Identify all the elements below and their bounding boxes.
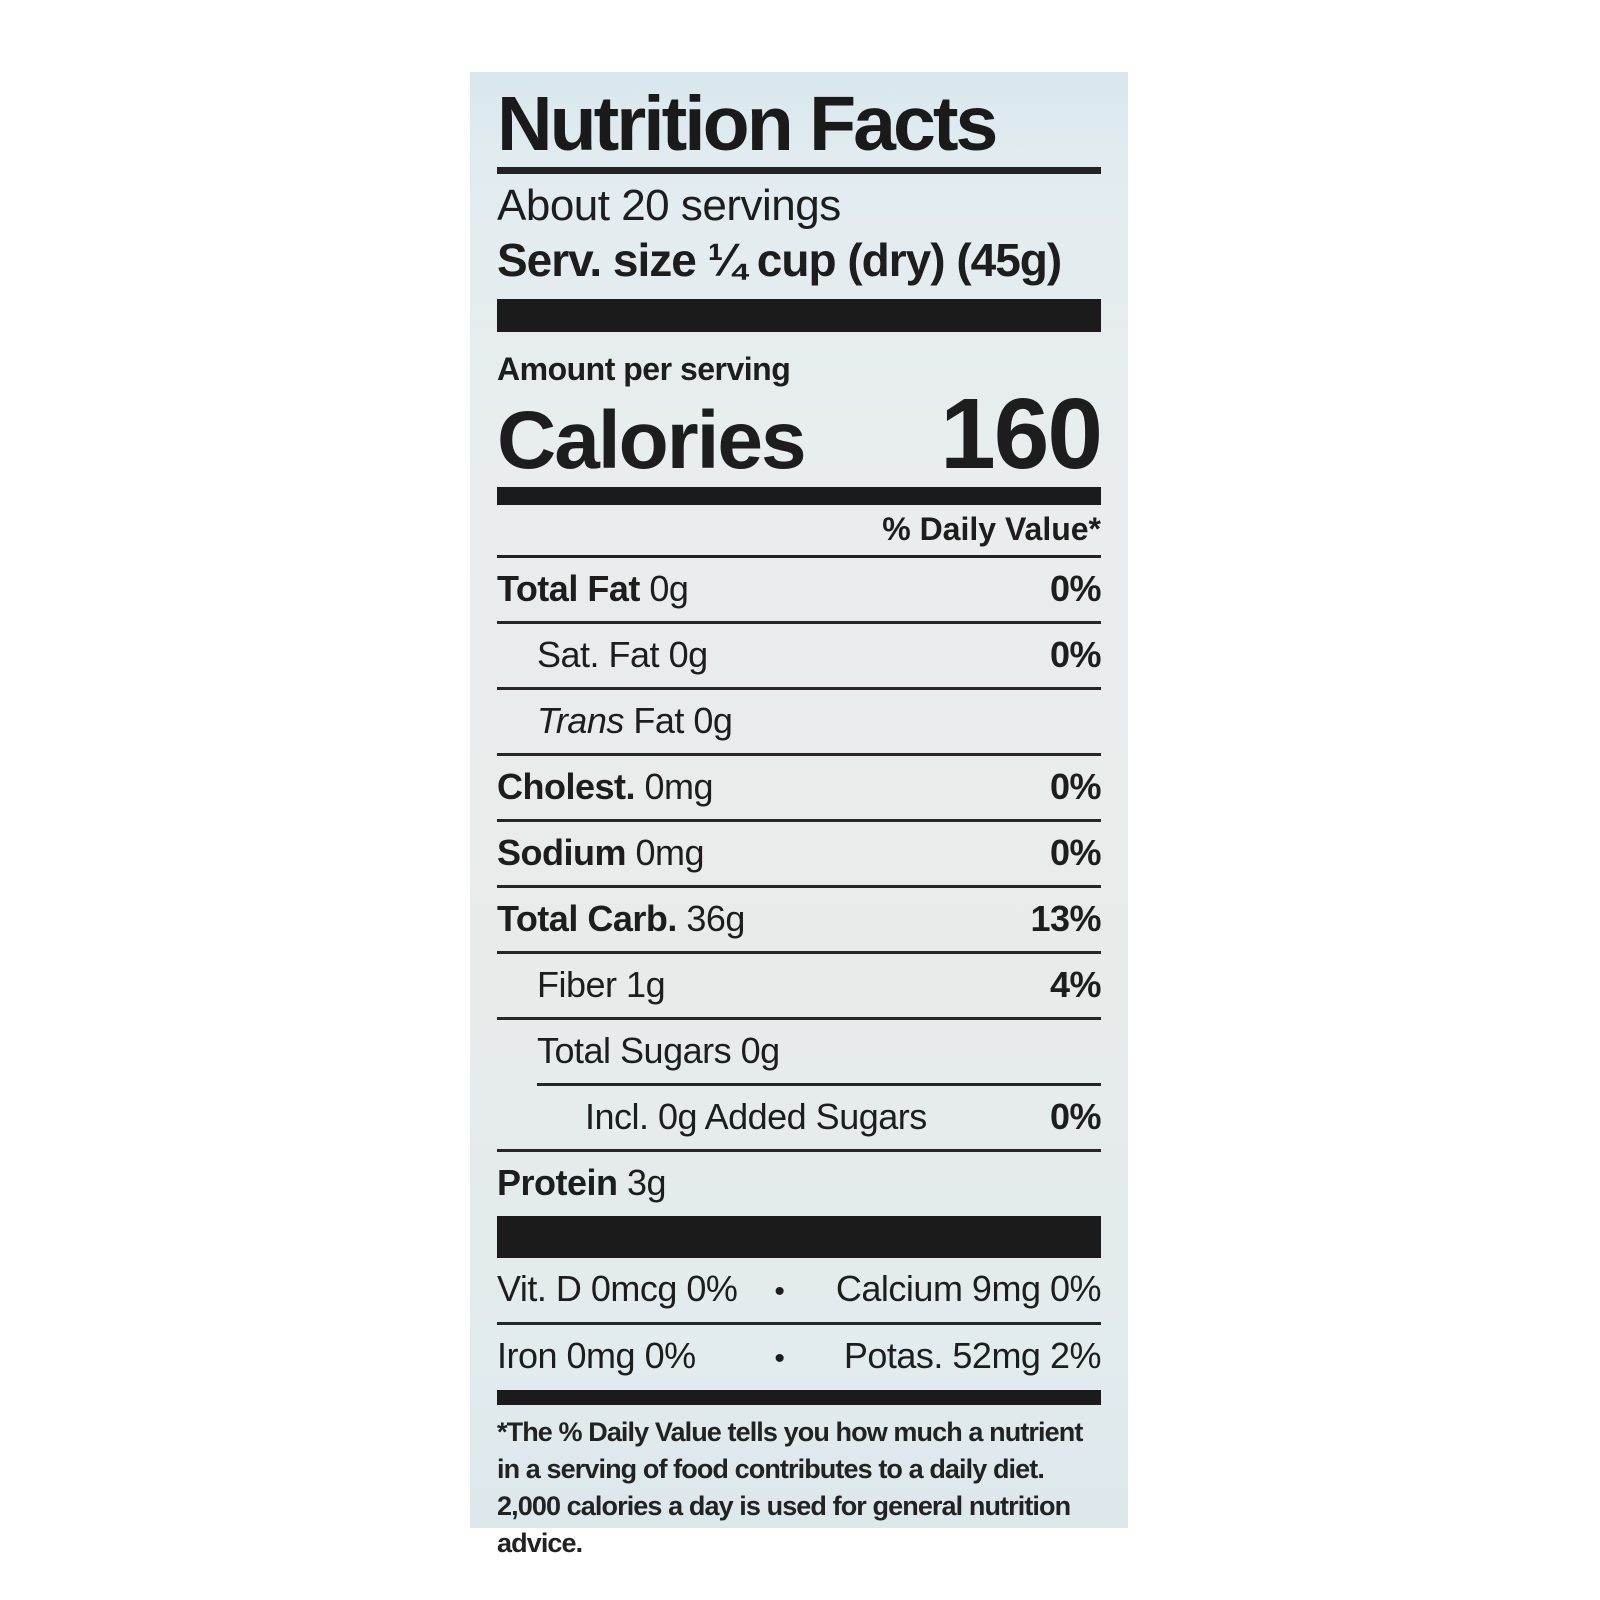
daily-value-footnote: *The % Daily Value tells you how much a … — [497, 1417, 1083, 1558]
nutrient-name: Cholest. — [497, 766, 636, 807]
row-cholesterol: Cholest. 0mg 0% — [497, 756, 1102, 819]
daily-value-header: % Daily Value* — [882, 511, 1101, 547]
row-divider — [497, 1017, 1101, 1020]
row-divider — [497, 687, 1101, 690]
row-total-sugars: Total Sugars 0g — [497, 1020, 1101, 1083]
nutrient-dv: 0% — [1049, 832, 1102, 873]
nutrient-name: Sat. Fat — [537, 634, 660, 675]
row-divider-indented — [537, 1083, 1101, 1086]
title-divider — [497, 167, 1101, 174]
nutrient-amount: 3g — [627, 1162, 667, 1203]
calories-value: 160 — [940, 378, 1103, 490]
nutrient-name: Total Carb. — [497, 898, 677, 939]
thick-divider-bottom — [497, 1390, 1101, 1405]
bullet-separator: • — [774, 1342, 785, 1375]
row-trans-fat: Trans Fat 0g — [497, 690, 1101, 753]
row-protein: Protein 3g — [497, 1152, 1101, 1215]
nutrient-amount: 1g — [626, 964, 666, 1005]
row-vitd-calcium: Vit. D 0mcg 0% • Calcium 9mg 0% — [497, 1258, 1101, 1322]
nutrient-dv: 0% — [1049, 766, 1102, 807]
nutrient-amount: 0g — [740, 1030, 781, 1071]
nutrient-name: Sodium — [497, 832, 627, 873]
row-sodium: Sodium 0mg 0% — [497, 822, 1102, 885]
bullet-separator: • — [774, 1275, 785, 1308]
nutrient-amount: 0g — [649, 568, 689, 609]
header-divider — [497, 555, 1101, 558]
nutrient-dv: 0% — [1049, 634, 1102, 675]
nutrient-name-italic: Trans — [537, 700, 624, 741]
row-total-carb: Total Carb. 36g 13% — [497, 888, 1101, 951]
calories-row: Calories 160 — [497, 378, 1103, 490]
row-divider — [497, 753, 1101, 756]
row-total-fat: Total Fat 0g 0% — [497, 558, 1102, 621]
nutrient-amount: 0g — [693, 700, 733, 741]
nutrient-amount: 0mg — [644, 766, 714, 807]
nutrient-name: Total Sugars — [537, 1030, 732, 1071]
nutrient-name: Incl. 0g Added Sugars — [585, 1096, 927, 1137]
nutrient-dv: 0% — [1049, 568, 1102, 609]
row-divider — [497, 1149, 1101, 1152]
vitamin-left: Iron 0mg 0% — [497, 1335, 696, 1376]
row-iron-potassium: Iron 0mg 0% • Potas. 52mg 2% — [497, 1325, 1101, 1389]
nutrient-dv: 4% — [1049, 964, 1102, 1005]
nutrient-name: Fat — [623, 700, 684, 741]
row-divider — [497, 885, 1101, 888]
vitamin-right: Potas. 52mg 2% — [843, 1335, 1102, 1376]
vitamin-left: Vit. D 0mcg 0% — [497, 1268, 738, 1309]
vitamin-right: Calcium 9mg 0% — [835, 1268, 1102, 1309]
serving-size: Serv. size ¼ cup (dry) (45g) — [497, 234, 1062, 286]
row-divider — [497, 951, 1101, 954]
row-added-sugars: Incl. 0g Added Sugars 0% — [497, 1086, 1102, 1149]
nutrient-name: Total Fat — [497, 568, 640, 609]
nutrition-facts-label: Nutrition Facts About 20 servings Serv. … — [470, 72, 1128, 1558]
nutrient-amount: 36g — [686, 898, 745, 939]
row-divider — [497, 819, 1101, 822]
thick-divider-top — [497, 299, 1101, 332]
row-divider — [497, 1322, 1101, 1325]
label-title: Nutrition Facts — [497, 81, 998, 167]
nutrient-name: Protein — [497, 1162, 618, 1203]
amount-per-serving-label: Amount per serving — [497, 351, 791, 387]
thick-divider-protein — [497, 1216, 1101, 1258]
nutrient-amount: 0mg — [635, 832, 705, 873]
row-sat-fat: Sat. Fat 0g 0% — [497, 624, 1102, 687]
row-fiber: Fiber 1g 4% — [497, 954, 1102, 1017]
calories-label: Calories — [497, 395, 807, 486]
nutrient-dv: 0% — [1049, 1096, 1102, 1137]
servings-per-container: About 20 servings — [497, 181, 841, 230]
nutrient-name: Fiber — [537, 964, 617, 1005]
row-divider — [497, 621, 1101, 624]
nutrient-dv: 13% — [1030, 898, 1101, 939]
calories-divider — [497, 487, 1101, 505]
nutrient-amount: 0g — [668, 634, 709, 675]
